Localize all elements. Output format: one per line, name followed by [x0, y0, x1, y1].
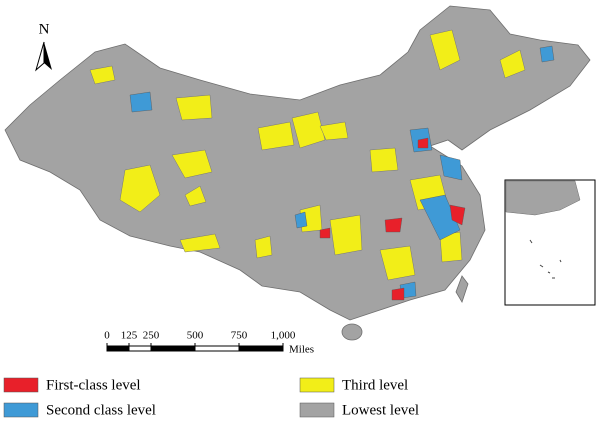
- scale-label: 750: [231, 330, 248, 342]
- scale-segment: [150, 345, 196, 352]
- scale-label: 500: [187, 330, 204, 342]
- inset-map: [504, 179, 596, 306]
- legend-swatch: [299, 402, 335, 418]
- china-map: [4, 5, 591, 341]
- scale-label: 125: [121, 330, 138, 342]
- north-label: N: [39, 21, 50, 37]
- scale-label: 250: [143, 330, 160, 342]
- legend-label: Lowest level: [342, 402, 419, 418]
- legend-label: Third level: [342, 377, 408, 393]
- scale-segment: [106, 345, 130, 352]
- legend-label: First-class level: [46, 377, 141, 393]
- legend-label: Second class level: [46, 402, 156, 418]
- scale-label: 1,000: [271, 330, 296, 342]
- north-arrow: N: [35, 21, 52, 72]
- scale-segment: [194, 345, 240, 352]
- legend-swatch: [3, 402, 39, 418]
- scale-label: 0: [104, 330, 110, 342]
- legend-swatch: [3, 377, 39, 393]
- scale-segment: [128, 345, 152, 352]
- scale-segment: [238, 345, 284, 352]
- scale-bar: 0 125 250 500 750 1,000 Miles: [104, 330, 314, 356]
- legend: First-class level Second class level Third…: [3, 377, 419, 418]
- legend-swatch: [299, 377, 335, 393]
- scale-unit: Miles: [289, 344, 314, 356]
